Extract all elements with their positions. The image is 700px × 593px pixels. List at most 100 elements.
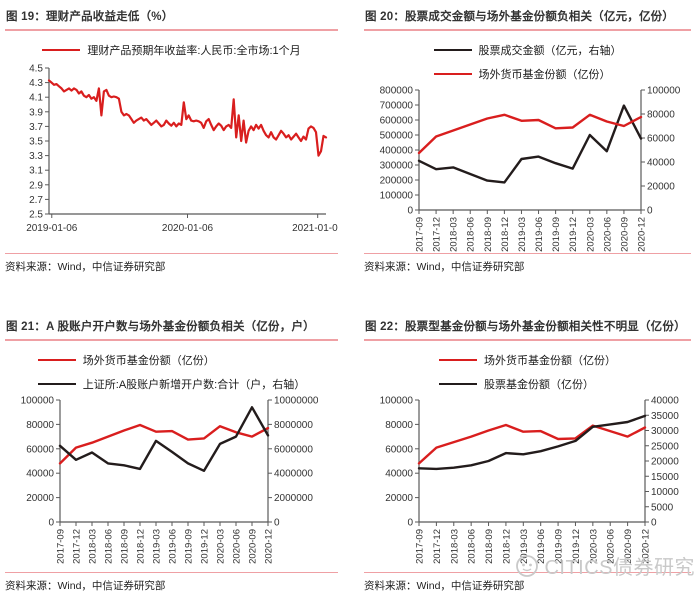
svg-text:8000000: 8000000 <box>274 420 313 431</box>
svg-text:60000: 60000 <box>385 444 413 455</box>
fig19-source-note: 资料来源：Wind，中信证券研究部 <box>5 253 338 274</box>
svg-text:2018-03: 2018-03 <box>449 217 460 252</box>
svg-text:2018-06: 2018-06 <box>466 217 477 252</box>
svg-text:2021-01-06: 2021-01-06 <box>292 223 338 234</box>
svg-text:0: 0 <box>407 206 413 217</box>
svg-text:2020-06: 2020-06 <box>232 529 243 564</box>
svg-text:2000000: 2000000 <box>274 493 313 504</box>
svg-text:400000: 400000 <box>380 146 414 157</box>
svg-text:2020-12: 2020-12 <box>264 529 275 564</box>
svg-text:100000: 100000 <box>380 191 414 202</box>
legend-label: 上证所:A股账户新增开户数:合计（户，右轴） <box>82 379 306 391</box>
svg-text:2.5: 2.5 <box>29 210 43 221</box>
svg-text:2020-09: 2020-09 <box>248 529 259 564</box>
fig19-title: 图 19：理财产品收益走低（%） <box>5 6 338 31</box>
panel-fig20: 图 20：股票成交金额与场外基金份额负相关（亿元，亿份） 股票成交金额（亿元，右… <box>364 6 691 274</box>
svg-text:2017-12: 2017-12 <box>432 529 443 564</box>
svg-text:100000: 100000 <box>21 396 55 407</box>
fig20-source-note: 资料来源：Wind，中信证券研究部 <box>364 253 691 274</box>
panel-fig19: 图 19：理财产品收益走低（%） 理财产品预期年收益率:人民币:全市场:1个月 … <box>5 6 338 274</box>
svg-text:2017-12: 2017-12 <box>432 217 443 252</box>
svg-text:3.3: 3.3 <box>29 151 43 162</box>
legend-item: 理财产品预期年收益率:人民币:全市场:1个月 <box>42 42 301 58</box>
legend-item: 场外货币基金份额（亿份） <box>439 352 616 368</box>
svg-text:100000: 100000 <box>380 396 414 407</box>
svg-text:80000: 80000 <box>385 420 413 431</box>
legend-label: 理财产品预期年收益率:人民币:全市场:1个月 <box>87 45 301 57</box>
svg-text:2019-09: 2019-09 <box>554 529 565 564</box>
svg-text:4.3: 4.3 <box>29 78 43 89</box>
svg-text:2018-09: 2018-09 <box>120 529 131 564</box>
svg-text:2020-03: 2020-03 <box>585 217 596 252</box>
svg-text:2019-03: 2019-03 <box>517 217 528 252</box>
svg-text:500000: 500000 <box>380 131 414 142</box>
svg-text:40000: 40000 <box>651 396 679 407</box>
svg-text:80000: 80000 <box>647 110 675 121</box>
legend-item: 场外货币基金份额（亿份） <box>433 66 622 82</box>
fig21-line-chart: 0 20000 40000 60000 80000 100000 0 2000000 40000… <box>21 396 319 564</box>
svg-text:200000: 200000 <box>380 176 414 187</box>
svg-text:10000000: 10000000 <box>274 396 319 407</box>
legend-label: 股票基金份额（亿份） <box>484 379 594 391</box>
svg-text:700000: 700000 <box>380 101 414 112</box>
black-line-swatch-icon <box>37 382 76 386</box>
legend-label: 股票成交金额（亿元，右轴） <box>478 45 622 57</box>
svg-text:20000: 20000 <box>651 457 679 468</box>
svg-text:2017-12: 2017-12 <box>72 529 83 564</box>
svg-text:0: 0 <box>407 518 413 529</box>
svg-text:2018-06: 2018-06 <box>104 529 115 564</box>
svg-text:4.1: 4.1 <box>29 93 43 104</box>
fig22-title: 图 22：股票型基金份额与场外基金份额相关性不明显（亿份） <box>364 316 691 341</box>
svg-text:10000: 10000 <box>651 487 679 498</box>
black-line-swatch-icon <box>433 48 472 52</box>
svg-text:2017-09: 2017-09 <box>415 529 426 564</box>
svg-text:0: 0 <box>651 518 657 529</box>
fig22-line-chart: 0 20000 40000 60000 80000 100000 0 5000 10000 150… <box>380 396 680 564</box>
svg-text:2019-12: 2019-12 <box>200 529 211 564</box>
svg-text:2019-06: 2019-06 <box>168 529 179 564</box>
svg-text:2019-06: 2019-06 <box>536 529 547 564</box>
svg-text:0: 0 <box>647 206 653 217</box>
svg-text:2.7: 2.7 <box>29 195 43 206</box>
svg-text:2020-12: 2020-12 <box>641 529 652 564</box>
svg-text:2018-03: 2018-03 <box>449 529 460 564</box>
svg-text:2019-03: 2019-03 <box>519 529 530 564</box>
svg-text:30000: 30000 <box>651 426 679 437</box>
svg-text:35000: 35000 <box>651 411 679 422</box>
svg-text:2018-12: 2018-12 <box>136 529 147 564</box>
svg-text:100000: 100000 <box>647 86 681 97</box>
svg-text:40000: 40000 <box>647 158 675 169</box>
svg-text:4000000: 4000000 <box>274 469 313 480</box>
svg-text:40000: 40000 <box>26 469 54 480</box>
svg-text:6000000: 6000000 <box>274 444 313 455</box>
svg-text:60000: 60000 <box>26 444 54 455</box>
svg-text:2019-12: 2019-12 <box>568 217 579 252</box>
svg-text:2018-09: 2018-09 <box>483 217 494 252</box>
svg-text:3.5: 3.5 <box>29 137 43 148</box>
svg-text:3.9: 3.9 <box>29 107 43 118</box>
svg-text:15000: 15000 <box>651 472 679 483</box>
fig22-legend: 场外货币基金份额（亿份） 股票基金份额（亿份） <box>439 352 616 392</box>
svg-text:2019-01-06: 2019-01-06 <box>26 223 78 234</box>
fig19-legend: 理财产品预期年收益率:人民币:全市场:1个月 <box>42 42 301 58</box>
fig20-line-chart: 0100000200000300000400000500000600000700… <box>380 86 681 252</box>
fig21-legend: 场外货币基金份额（亿份） 上证所:A股账户新增开户数:合计（户，右轴） <box>37 352 306 392</box>
svg-text:2018-12: 2018-12 <box>501 529 512 564</box>
svg-text:20000: 20000 <box>647 182 675 193</box>
red-line-swatch-icon <box>439 358 477 362</box>
legend-item: 上证所:A股账户新增开户数:合计（户，右轴） <box>37 376 306 392</box>
legend-item: 场外货币基金份额（亿份） <box>37 352 305 368</box>
svg-text:25000: 25000 <box>651 441 679 452</box>
svg-text:2019-03: 2019-03 <box>152 529 163 564</box>
svg-text:2020-01-06: 2020-01-06 <box>162 223 214 234</box>
svg-text:2020-09: 2020-09 <box>619 217 630 252</box>
svg-text:2019-06: 2019-06 <box>534 217 545 252</box>
red-line-swatch-icon <box>37 358 76 362</box>
svg-text:20000: 20000 <box>26 493 54 504</box>
red-line-swatch-icon <box>433 72 472 76</box>
svg-text:2019-09: 2019-09 <box>184 529 195 564</box>
svg-text:2018-12: 2018-12 <box>500 217 511 252</box>
svg-text:2017-09: 2017-09 <box>415 217 426 252</box>
legend-label: 场外货币基金份额（亿份） <box>82 355 215 367</box>
